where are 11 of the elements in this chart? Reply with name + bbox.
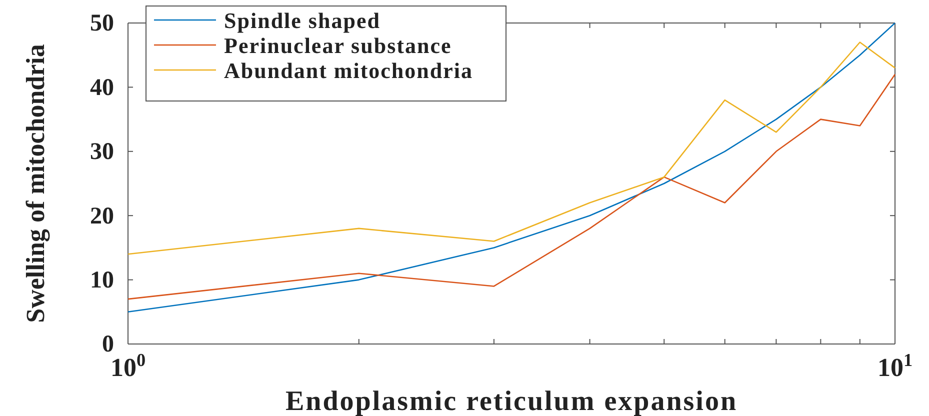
y-tick-label: 40 xyxy=(90,74,114,101)
y-axis-title: Swelling of mitochondria xyxy=(21,44,50,323)
legend-label: Spindle shaped xyxy=(224,8,380,33)
y-tick-label: 10 xyxy=(90,267,114,294)
y-tick-label: 30 xyxy=(90,139,114,166)
legend-label: Abundant mitochondria xyxy=(224,58,474,83)
legend-label: Perinuclear substance xyxy=(224,33,452,58)
y-tick-label: 20 xyxy=(90,203,114,230)
x-axis-title: Endoplasmic reticulum expansion xyxy=(285,386,738,416)
x-tick-label: 10$^{1}$ xyxy=(877,350,913,382)
y-tick-label: 50 xyxy=(90,10,114,37)
